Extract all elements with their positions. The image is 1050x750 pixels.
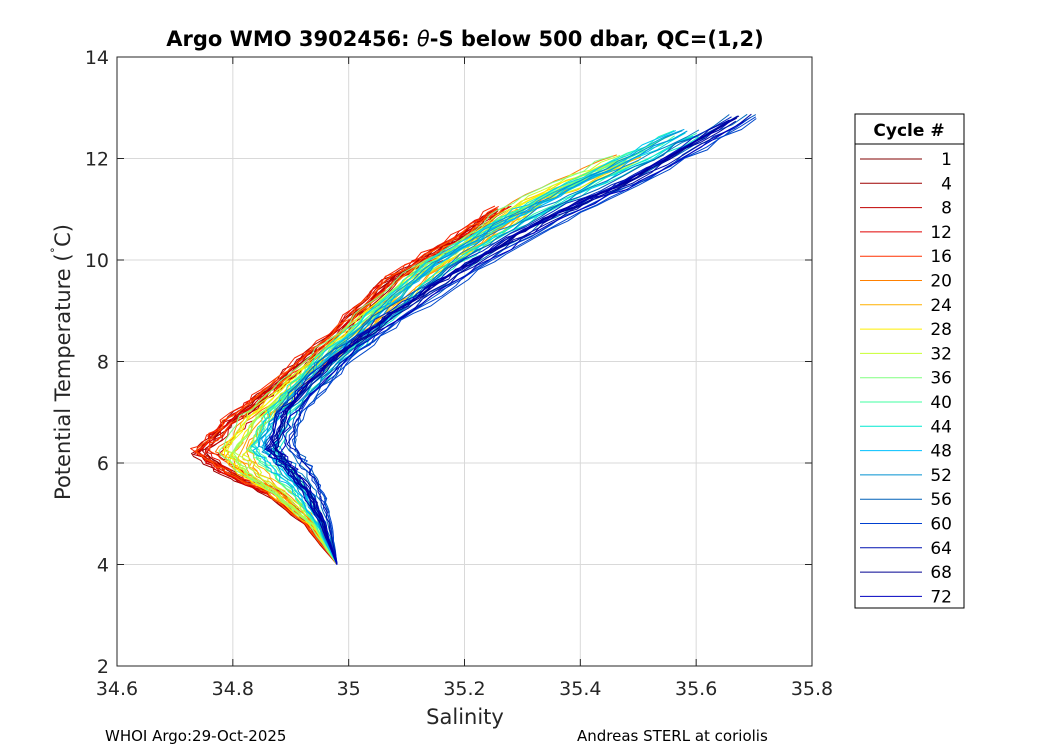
profile-line-cycle-59 — [293, 118, 757, 565]
legend-label: 40 — [930, 393, 952, 413]
y-tick-label: 12 — [85, 149, 109, 171]
profile-line-cycle-51 — [262, 130, 688, 565]
chart-title: Argo WMO 3902456: θ-S below 500 dbar, QC… — [166, 27, 763, 51]
profile-line-cycle-49 — [252, 136, 679, 565]
legend-label: 60 — [930, 515, 952, 535]
footer-left: WHOI Argo:29-Oct-2025 — [105, 727, 286, 745]
legend-label: 8 — [941, 199, 952, 219]
legend-label: 12 — [930, 223, 952, 243]
legend: Cycle # 14812162024283236404448525660646… — [854, 113, 965, 609]
x-tick-label: 35.6 — [675, 678, 717, 700]
x-tick-label: 34.6 — [96, 678, 138, 700]
x-tick-label: 35.2 — [443, 678, 485, 700]
x-tick-label: 35.8 — [791, 678, 833, 700]
profile-line-cycle-72 — [280, 121, 744, 565]
legend-label: 28 — [930, 320, 952, 340]
profile-line-cycle-29 — [226, 159, 620, 565]
axis-ticks: 34.6 34.8 35 35.2 35.4 35.6 35.8 2 4 6 8 10 12 14 — [85, 47, 833, 700]
y-tick-label: 8 — [97, 352, 109, 374]
legend-label: 32 — [930, 344, 952, 364]
legend-label: 44 — [930, 417, 952, 437]
x-tick-label: 35 — [337, 678, 361, 700]
profile-line-cycle-71 — [266, 119, 734, 565]
x-tick-label: 34.8 — [212, 678, 254, 700]
y-axis-label: Potential Temperature (˚C) — [50, 224, 75, 500]
y-tick-label: 4 — [97, 555, 109, 577]
x-axis-label: Salinity — [426, 705, 504, 729]
profile-line-cycle-36 — [218, 155, 614, 565]
legend-label: 36 — [930, 369, 952, 389]
y-tick-label: 14 — [85, 47, 109, 69]
legend-label: 64 — [930, 539, 952, 559]
legend-label: 20 — [930, 272, 952, 292]
legend-box — [854, 113, 965, 609]
profile-line-cycle-52 — [258, 130, 683, 565]
legend-label: 16 — [930, 247, 952, 267]
legend-label: 52 — [930, 466, 952, 486]
profile-line-cycle-32 — [224, 155, 621, 565]
x-tick-label: 35.4 — [559, 678, 601, 700]
legend-label: 68 — [930, 563, 952, 583]
profile-line-cycle-66 — [271, 120, 737, 565]
footer-right: Andreas STERL at coriolis — [577, 727, 768, 745]
legend-label: 1 — [941, 150, 952, 170]
legend-label: 48 — [930, 442, 952, 462]
y-tick-label: 10 — [85, 250, 109, 272]
profile-line-cycle-47 — [250, 130, 677, 565]
legend-label: 72 — [930, 587, 952, 607]
legend-title: Cycle # — [873, 121, 944, 141]
profile-line-cycle-60 — [292, 116, 757, 565]
legend-label: 56 — [930, 490, 952, 510]
profile-curves — [190, 113, 757, 565]
y-tick-label: 2 — [97, 656, 109, 678]
legend-label: 24 — [930, 296, 952, 316]
y-tick-label: 6 — [97, 453, 109, 475]
profile-line-cycle-18 — [195, 208, 498, 565]
legend-label: 4 — [941, 174, 952, 194]
profile-line-cycle-65 — [286, 113, 752, 565]
